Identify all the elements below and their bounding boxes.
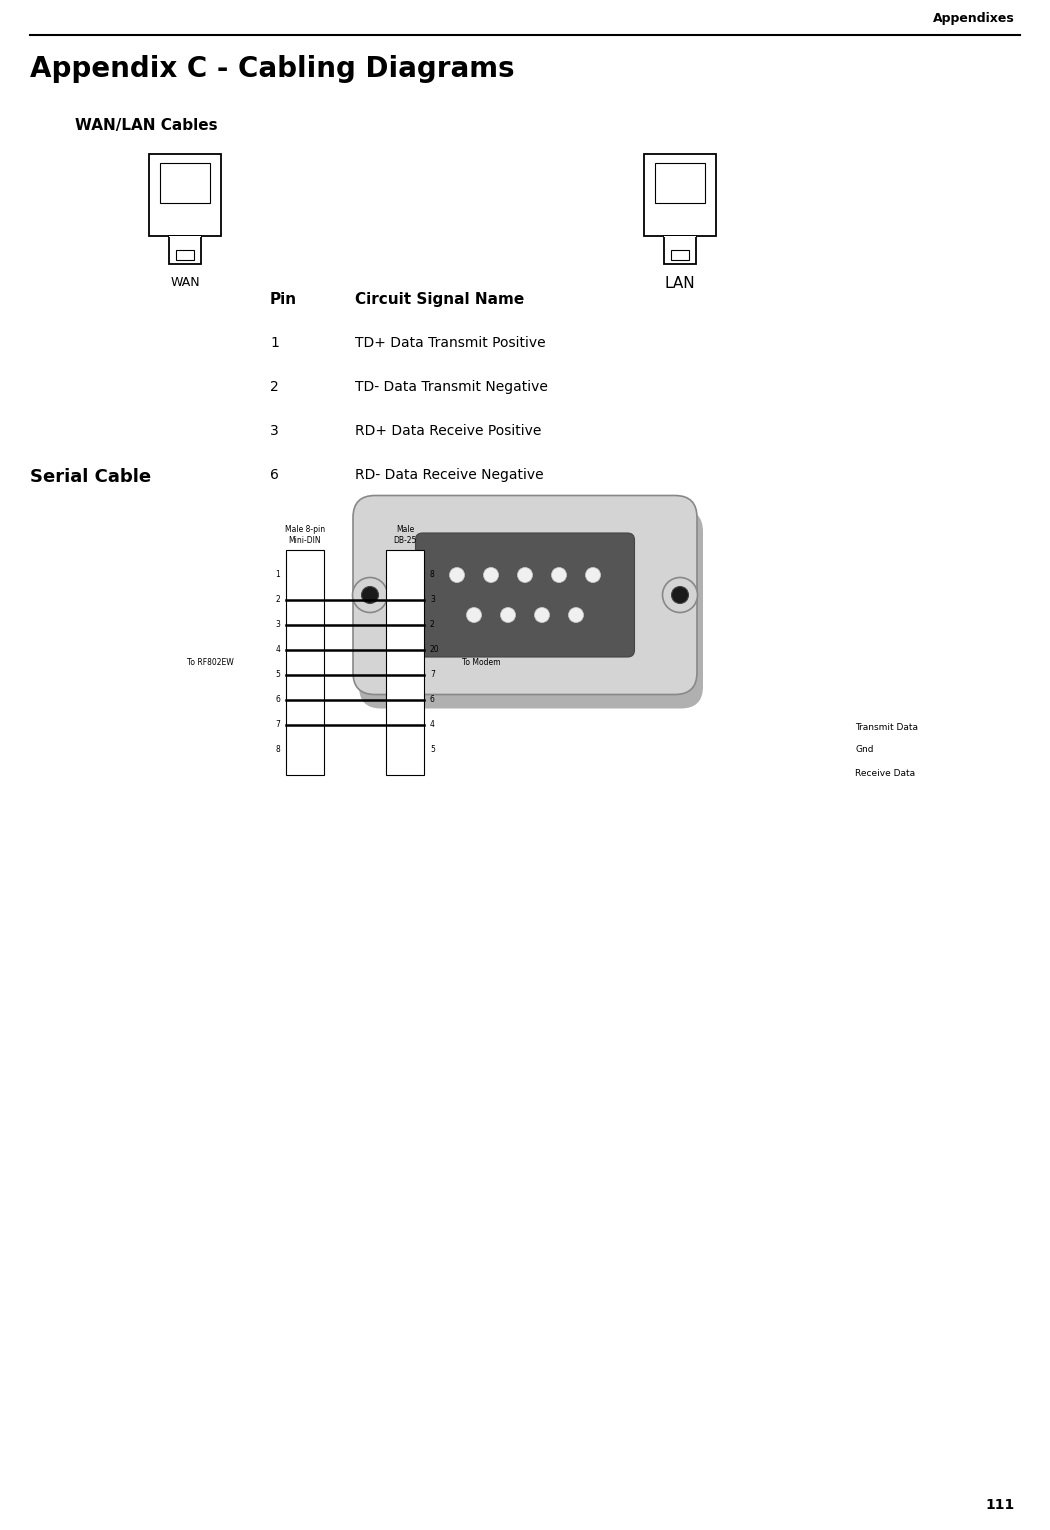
Text: 3: 3 — [270, 424, 278, 438]
Text: 3: 3 — [275, 621, 280, 629]
Bar — [386, 549, 424, 776]
Text: RD+ Data Receive Positive: RD+ Data Receive Positive — [355, 424, 542, 438]
Text: To RF802EW: To RF802EW — [187, 658, 234, 667]
Text: Gnd: Gnd — [855, 745, 874, 754]
Circle shape — [672, 586, 689, 603]
Text: Circuit Signal Name: Circuit Signal Name — [355, 292, 524, 308]
Bar — [644, 155, 716, 236]
Text: LAN: LAN — [665, 275, 695, 291]
Circle shape — [551, 568, 567, 583]
Text: 111: 111 — [986, 1498, 1015, 1512]
Text: Appendix C - Cabling Diagrams: Appendix C - Cabling Diagrams — [30, 55, 514, 83]
Text: Receive Data: Receive Data — [855, 768, 916, 777]
Text: Transmit Data: Transmit Data — [855, 722, 918, 731]
Circle shape — [361, 586, 378, 603]
Text: 6: 6 — [275, 696, 280, 704]
Text: Male
DB-25: Male DB-25 — [394, 525, 417, 545]
Text: TD- Data Transmit Negative: TD- Data Transmit Negative — [355, 379, 548, 395]
Text: 2: 2 — [430, 621, 435, 629]
Text: To Modem: To Modem — [462, 658, 501, 667]
FancyBboxPatch shape — [416, 532, 634, 656]
Text: Appendixes: Appendixes — [933, 12, 1015, 24]
Text: 1: 1 — [270, 337, 279, 350]
Circle shape — [586, 568, 601, 583]
Text: 5: 5 — [275, 670, 280, 679]
Text: 4: 4 — [430, 721, 435, 730]
FancyBboxPatch shape — [359, 509, 704, 708]
Circle shape — [501, 607, 516, 623]
Circle shape — [466, 607, 482, 623]
Bar — [671, 249, 689, 260]
Text: 6: 6 — [270, 468, 279, 482]
Text: WAN: WAN — [170, 275, 200, 289]
Text: Pin: Pin — [270, 292, 297, 308]
Circle shape — [568, 607, 584, 623]
Text: TD+ Data Transmit Positive: TD+ Data Transmit Positive — [355, 337, 546, 350]
Text: 1: 1 — [275, 571, 280, 580]
Bar — [149, 155, 220, 236]
Circle shape — [663, 577, 697, 612]
Bar — [160, 164, 210, 203]
Text: 7: 7 — [275, 721, 280, 730]
Circle shape — [353, 577, 387, 612]
Circle shape — [518, 568, 532, 583]
FancyBboxPatch shape — [353, 496, 697, 695]
Text: 3: 3 — [430, 595, 435, 604]
Bar — [169, 236, 201, 265]
Text: 2: 2 — [275, 595, 280, 604]
Text: 6: 6 — [430, 696, 435, 704]
Bar — [664, 236, 696, 265]
Text: 8: 8 — [275, 745, 280, 754]
Circle shape — [534, 607, 549, 623]
Text: 2: 2 — [270, 379, 278, 395]
Bar — [176, 249, 194, 260]
Bar — [286, 549, 324, 776]
Circle shape — [449, 568, 464, 583]
Text: Male 8-pin
Mini-DIN: Male 8-pin Mini-DIN — [285, 525, 326, 545]
Text: 4: 4 — [275, 646, 280, 655]
Text: 7: 7 — [430, 670, 435, 679]
Bar — [655, 164, 705, 203]
Circle shape — [483, 568, 499, 583]
Text: RD- Data Receive Negative: RD- Data Receive Negative — [355, 468, 544, 482]
Text: 5: 5 — [430, 745, 435, 754]
Text: 20: 20 — [430, 646, 440, 655]
Text: Serial Cable: Serial Cable — [30, 468, 151, 487]
Text: 8: 8 — [430, 571, 435, 580]
Text: WAN/LAN Cables: WAN/LAN Cables — [75, 118, 217, 133]
